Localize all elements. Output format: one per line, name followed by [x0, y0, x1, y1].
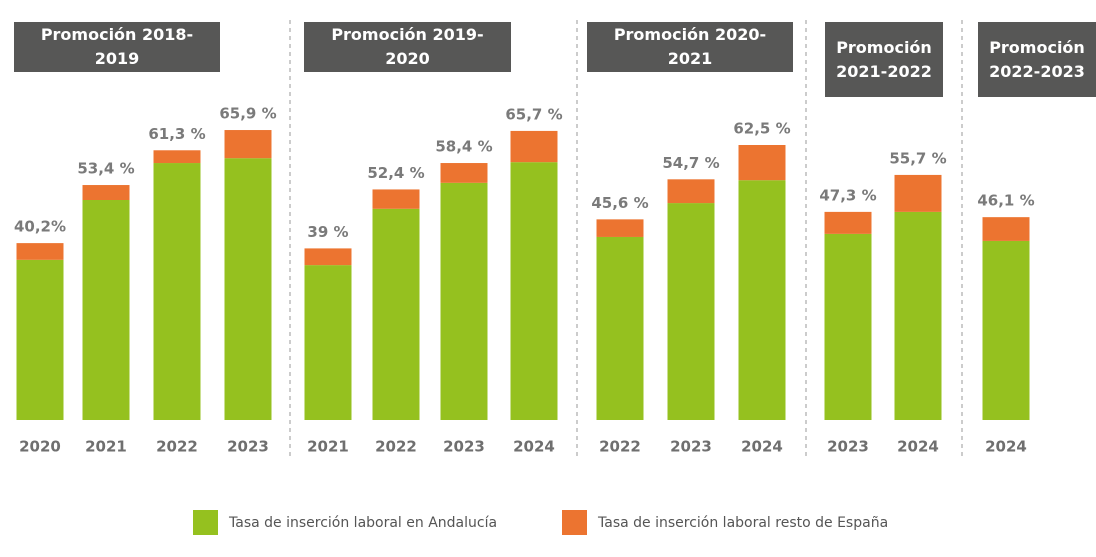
- bar-segment: [304, 265, 352, 420]
- legend-swatch: [562, 510, 587, 535]
- total-label: 58,4 %: [435, 138, 492, 156]
- bar-segment: [372, 208, 420, 420]
- x-tick-label: 2023: [670, 438, 712, 456]
- bar-segment: [894, 174, 942, 212]
- bar-segment: [372, 189, 420, 209]
- bar-segment: [982, 217, 1030, 241]
- bar-segment: [16, 259, 64, 420]
- bar-segment: [16, 243, 64, 260]
- panel-title: Promoción 2019-2020: [304, 22, 511, 72]
- total-label: 54,7 %: [662, 154, 719, 172]
- bar-segment: [153, 163, 201, 421]
- x-tick-label: 2021: [85, 438, 127, 456]
- x-tick-label: 2023: [827, 438, 869, 456]
- bar-segment: [304, 248, 352, 266]
- bar-segment: [510, 130, 558, 163]
- x-tick-label: 2022: [375, 438, 417, 456]
- bar-segment: [824, 211, 872, 234]
- bar-segment: [982, 240, 1030, 420]
- total-label: 62,5 %: [733, 120, 790, 138]
- bar-segment: [738, 145, 786, 181]
- total-label: 52,4 %: [367, 164, 424, 182]
- bar-segment: [224, 130, 272, 159]
- x-tick-label: 2024: [513, 438, 555, 456]
- bar-segment: [153, 150, 201, 164]
- total-label: 65,7 %: [505, 105, 562, 123]
- total-label: 46,1 %: [977, 192, 1034, 210]
- bar-segment: [824, 233, 872, 420]
- total-label: 40,2%: [14, 218, 66, 236]
- panel-title: Promoción 2022-2023: [978, 22, 1096, 97]
- x-tick-label: 2022: [156, 438, 198, 456]
- panel-title: Promoción 2021-2022: [825, 22, 943, 97]
- bar-segment: [596, 219, 644, 237]
- total-label: 61,3 %: [148, 125, 205, 143]
- total-label: 65,9 %: [219, 105, 276, 123]
- x-tick-label: 2024: [741, 438, 783, 456]
- x-tick-label: 2024: [897, 438, 939, 456]
- x-tick-label: 2022: [599, 438, 641, 456]
- x-tick-label: 2024: [985, 438, 1027, 456]
- total-label: 45,6 %: [591, 194, 648, 212]
- total-label: 47,3 %: [819, 186, 876, 204]
- x-tick-label: 2021: [307, 438, 349, 456]
- legend-swatch: [193, 510, 218, 535]
- x-tick-label: 2020: [19, 438, 61, 456]
- legend-label: Tasa de inserción laboral en Andalucía: [228, 515, 497, 531]
- x-tick-label: 2023: [443, 438, 485, 456]
- total-label: 55,7 %: [889, 149, 946, 167]
- panel-title: Promoción 2020-2021: [587, 22, 793, 72]
- bar-segment: [510, 162, 558, 420]
- bar-segment: [667, 203, 715, 420]
- bar-segment: [894, 211, 942, 420]
- total-label: 53,4 %: [77, 160, 134, 178]
- total-label: 39 %: [307, 223, 348, 241]
- bar-segment: [82, 185, 130, 200]
- x-tick-label: 2023: [227, 438, 269, 456]
- bar-segment: [224, 158, 272, 420]
- panel-title: Promoción 2018-2019: [14, 22, 220, 72]
- bar-segment: [82, 200, 130, 420]
- bar-segment: [440, 163, 488, 183]
- bar-segment: [440, 182, 488, 420]
- bar-segment: [667, 179, 715, 204]
- bar-segment: [596, 236, 644, 420]
- bar-segment: [738, 180, 786, 420]
- legend-label: Tasa de inserción laboral resto de Españ…: [597, 515, 888, 531]
